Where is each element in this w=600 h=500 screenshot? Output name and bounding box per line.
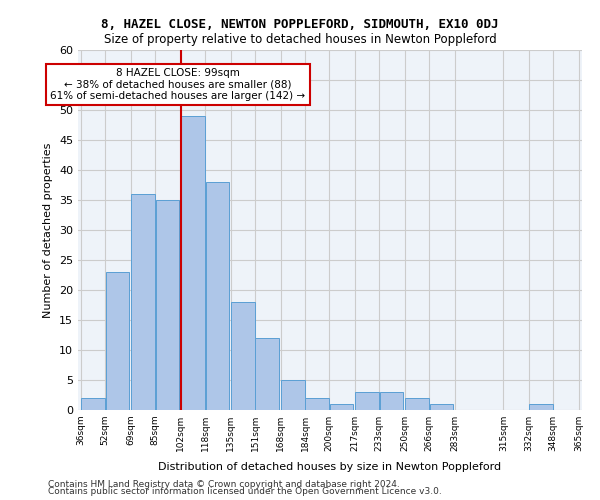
Y-axis label: Number of detached properties: Number of detached properties (43, 142, 53, 318)
Text: Contains HM Land Registry data © Crown copyright and database right 2024.: Contains HM Land Registry data © Crown c… (48, 480, 400, 489)
Bar (305, 398, 329, 410)
Bar (82, 398, 105, 410)
Bar (106, 272, 129, 410)
Text: Contains public sector information licensed under the Open Government Licence v3: Contains public sector information licen… (48, 487, 442, 496)
Bar (155, 200, 179, 410)
Bar (281, 380, 305, 410)
Bar (231, 302, 255, 410)
Bar (131, 194, 155, 410)
Bar (181, 116, 205, 410)
Text: 8, HAZEL CLOSE, NEWTON POPPLEFORD, SIDMOUTH, EX10 0DJ: 8, HAZEL CLOSE, NEWTON POPPLEFORD, SIDMO… (101, 18, 499, 30)
Bar (380, 392, 403, 410)
Text: Size of property relative to detached houses in Newton Poppleford: Size of property relative to detached ho… (104, 32, 496, 46)
Text: 8 HAZEL CLOSE: 99sqm
← 38% of detached houses are smaller (88)
61% of semi-detac: 8 HAZEL CLOSE: 99sqm ← 38% of detached h… (50, 68, 305, 101)
Bar (405, 398, 429, 410)
Bar (256, 338, 279, 410)
Bar (355, 392, 379, 410)
X-axis label: Distribution of detached houses by size in Newton Poppleford: Distribution of detached houses by size … (158, 462, 502, 472)
Bar (529, 404, 553, 410)
Bar (430, 404, 453, 410)
Bar (206, 182, 229, 410)
Bar (329, 404, 353, 410)
